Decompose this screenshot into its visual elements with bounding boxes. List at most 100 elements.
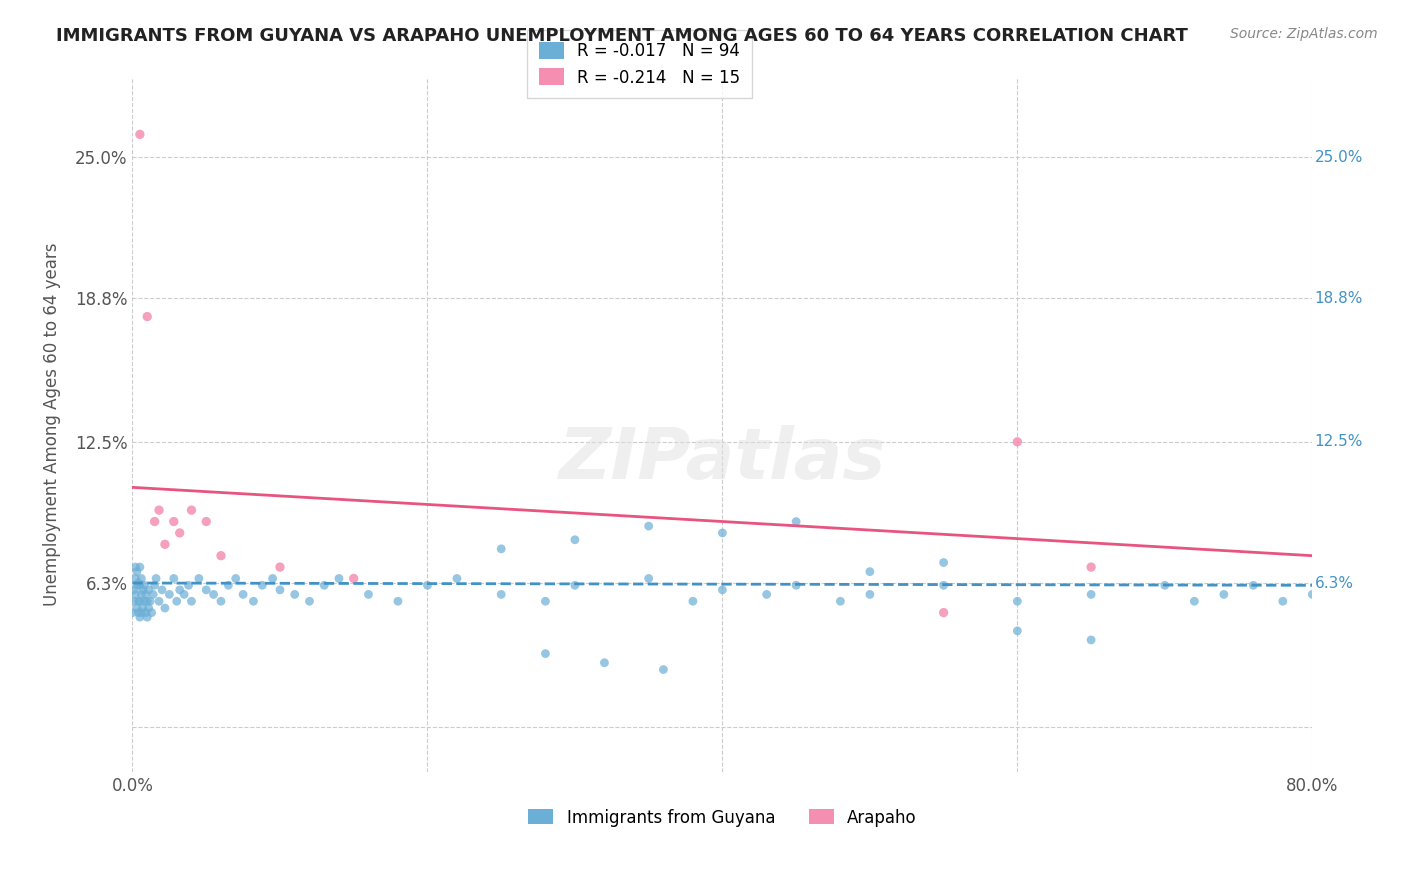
Point — [1301, 587, 1323, 601]
Point — [217, 578, 239, 592]
Point — [143, 578, 166, 592]
Point — [141, 606, 163, 620]
Text: ZIPatlas: ZIPatlas — [558, 425, 886, 494]
Point — [343, 572, 366, 586]
Point — [124, 572, 146, 586]
Point — [252, 578, 274, 592]
Point — [195, 515, 218, 529]
Point — [135, 606, 157, 620]
Point — [132, 601, 155, 615]
Point — [131, 606, 153, 620]
Point — [169, 525, 191, 540]
Point — [128, 560, 150, 574]
Point — [1007, 624, 1029, 638]
Point — [142, 587, 165, 601]
Point — [785, 515, 807, 529]
Point — [1007, 434, 1029, 449]
Point — [489, 541, 512, 556]
Point — [1080, 632, 1102, 647]
Point — [209, 549, 232, 563]
Point — [357, 587, 380, 601]
Point — [314, 578, 336, 592]
Y-axis label: Unemployment Among Ages 60 to 64 years: Unemployment Among Ages 60 to 64 years — [44, 243, 60, 607]
Point — [127, 606, 149, 620]
Point — [143, 515, 166, 529]
Point — [135, 587, 157, 601]
Legend: Immigrants from Guyana, Arapaho: Immigrants from Guyana, Arapaho — [522, 802, 924, 833]
Point — [932, 556, 955, 570]
Point — [138, 601, 160, 615]
Text: IMMIGRANTS FROM GUYANA VS ARAPAHO UNEMPLOYMENT AMONG AGES 60 TO 64 YEARS CORRELA: IMMIGRANTS FROM GUYANA VS ARAPAHO UNEMPL… — [56, 27, 1188, 45]
Point — [153, 601, 176, 615]
Point — [131, 572, 153, 586]
Point — [163, 515, 186, 529]
Point — [187, 572, 209, 586]
Point — [173, 587, 195, 601]
Point — [859, 565, 882, 579]
Point — [166, 594, 188, 608]
Text: Source: ZipAtlas.com: Source: ZipAtlas.com — [1230, 27, 1378, 41]
Point — [284, 587, 307, 601]
Point — [136, 594, 159, 608]
Point — [131, 587, 153, 601]
Point — [136, 310, 159, 324]
Point — [1153, 578, 1175, 592]
Point — [328, 572, 350, 586]
Point — [169, 582, 191, 597]
Point — [489, 587, 512, 601]
Point — [1080, 587, 1102, 601]
Point — [298, 594, 321, 608]
Point — [127, 576, 149, 591]
Point — [1212, 587, 1234, 601]
Point — [262, 572, 284, 586]
Point — [180, 503, 202, 517]
Point — [163, 572, 186, 586]
Point — [124, 560, 146, 574]
Point — [148, 594, 170, 608]
Text: 12.5%: 12.5% — [1315, 434, 1362, 450]
Point — [269, 582, 291, 597]
Point — [534, 594, 557, 608]
Point — [269, 560, 291, 574]
Point — [932, 578, 955, 592]
Point — [1080, 560, 1102, 574]
Point — [830, 594, 852, 608]
Point — [755, 587, 778, 601]
Point — [148, 503, 170, 517]
Point — [128, 128, 150, 142]
Point — [134, 594, 156, 608]
Point — [125, 565, 148, 579]
Point — [637, 519, 659, 533]
Point — [209, 594, 232, 608]
Point — [150, 582, 173, 597]
Text: 25.0%: 25.0% — [1315, 150, 1362, 165]
Point — [177, 578, 200, 592]
Point — [127, 594, 149, 608]
Point — [1271, 594, 1294, 608]
Point — [139, 594, 162, 608]
Point — [416, 578, 439, 592]
Point — [125, 578, 148, 592]
Text: 18.8%: 18.8% — [1315, 291, 1362, 306]
Point — [132, 582, 155, 597]
Point — [180, 594, 202, 608]
Point — [711, 525, 734, 540]
Point — [122, 582, 145, 597]
Point — [202, 587, 225, 601]
Point — [145, 572, 167, 586]
Point — [136, 610, 159, 624]
Point — [232, 587, 254, 601]
Point — [157, 587, 180, 601]
Point — [387, 594, 409, 608]
Point — [124, 587, 146, 601]
Point — [711, 582, 734, 597]
Point — [564, 533, 586, 547]
Point — [153, 537, 176, 551]
Point — [593, 656, 616, 670]
Point — [1007, 594, 1029, 608]
Point — [195, 582, 218, 597]
Point — [225, 572, 247, 586]
Point — [859, 587, 882, 601]
Point — [534, 647, 557, 661]
Text: 6.3%: 6.3% — [1315, 575, 1354, 591]
